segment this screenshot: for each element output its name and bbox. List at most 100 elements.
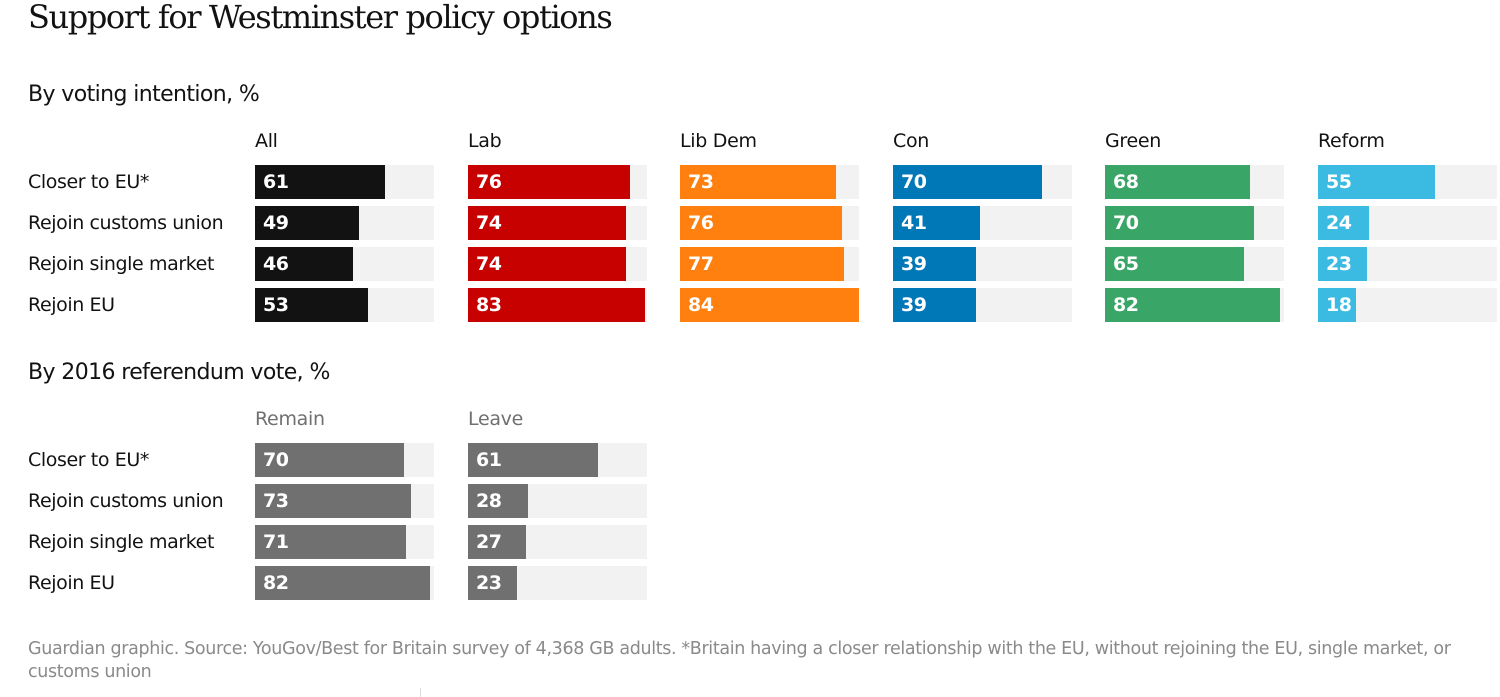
bar-lib-dem-rejoin-eu: 84 <box>680 288 859 322</box>
bar-lab-rejoin-single-market: 74 <box>468 247 626 281</box>
category-label-rejoin-eu: Rejoin EU <box>28 572 115 594</box>
bar-track: 73 <box>255 484 434 518</box>
bar-value-label: 70 <box>1113 212 1139 234</box>
series-header-remain: Remain <box>255 408 325 430</box>
bar-remain-closer-to-eu: 70 <box>255 443 404 477</box>
bar-reform-rejoin-customs-union: 24 <box>1318 206 1369 240</box>
bar-lib-dem-rejoin-single-market: 77 <box>680 247 844 281</box>
bar-value-label: 46 <box>263 253 289 275</box>
bar-value-label: 73 <box>688 171 714 193</box>
bar-value-label: 39 <box>901 294 927 316</box>
bar-value-label: 18 <box>1326 294 1352 316</box>
bar-track: 61 <box>468 443 647 477</box>
bar-track: 46 <box>255 247 434 281</box>
chart-title: Support for Westminster policy options <box>28 0 613 36</box>
bar-track: 74 <box>468 247 647 281</box>
bar-track: 49 <box>255 206 434 240</box>
bar-value-label: 39 <box>901 253 927 275</box>
bar-track: 70 <box>1105 206 1284 240</box>
bar-track: 73 <box>680 165 859 199</box>
bar-track: 55 <box>1318 165 1497 199</box>
bar-value-label: 23 <box>1326 253 1352 275</box>
bar-value-label: 68 <box>1113 171 1139 193</box>
bar-track: 28 <box>468 484 647 518</box>
bar-con-rejoin-customs-union: 41 <box>893 206 980 240</box>
bar-track: 41 <box>893 206 1072 240</box>
divider-line <box>420 688 421 697</box>
bar-track: 53 <box>255 288 434 322</box>
bar-con-rejoin-eu: 39 <box>893 288 976 322</box>
bar-value-label: 27 <box>476 531 502 553</box>
bar-leave-rejoin-eu: 23 <box>468 566 517 600</box>
bar-green-rejoin-single-market: 65 <box>1105 247 1244 281</box>
bar-all-rejoin-customs-union: 49 <box>255 206 359 240</box>
bar-all-rejoin-single-market: 46 <box>255 247 353 281</box>
bar-green-closer-to-eu: 68 <box>1105 165 1250 199</box>
bar-remain-rejoin-eu: 82 <box>255 566 430 600</box>
category-label-rejoin-eu: Rejoin EU <box>28 294 115 316</box>
bar-green-rejoin-eu: 82 <box>1105 288 1280 322</box>
bar-value-label: 74 <box>476 212 502 234</box>
bar-lib-dem-closer-to-eu: 73 <box>680 165 836 199</box>
bar-value-label: 28 <box>476 490 502 512</box>
bar-lab-rejoin-eu: 83 <box>468 288 645 322</box>
bar-track: 68 <box>1105 165 1284 199</box>
bar-value-label: 84 <box>688 294 714 316</box>
bar-reform-rejoin-eu: 18 <box>1318 288 1356 322</box>
bar-value-label: 83 <box>476 294 502 316</box>
category-label-rejoin-single-market: Rejoin single market <box>28 531 215 553</box>
bar-reform-rejoin-single-market: 23 <box>1318 247 1367 281</box>
series-header-lib-dem: Lib Dem <box>680 130 757 152</box>
bar-remain-rejoin-customs-union: 73 <box>255 484 411 518</box>
bar-green-rejoin-customs-union: 70 <box>1105 206 1254 240</box>
bar-value-label: 73 <box>263 490 289 512</box>
bar-track: 23 <box>468 566 647 600</box>
bar-leave-rejoin-single-market: 27 <box>468 525 526 559</box>
bar-track: 76 <box>468 165 647 199</box>
bar-value-label: 70 <box>901 171 927 193</box>
category-label-rejoin-single-market: Rejoin single market <box>28 253 215 275</box>
bar-lab-rejoin-customs-union: 74 <box>468 206 626 240</box>
series-header-reform: Reform <box>1318 130 1385 152</box>
series-header-all: All <box>255 130 278 152</box>
bar-all-rejoin-eu: 53 <box>255 288 368 322</box>
series-header-lab: Lab <box>468 130 502 152</box>
bar-track: 71 <box>255 525 434 559</box>
bar-lib-dem-rejoin-customs-union: 76 <box>680 206 842 240</box>
bar-leave-closer-to-eu: 61 <box>468 443 598 477</box>
bar-value-label: 61 <box>263 171 289 193</box>
bar-value-label: 77 <box>688 253 714 275</box>
bar-track: 77 <box>680 247 859 281</box>
bar-con-rejoin-single-market: 39 <box>893 247 976 281</box>
series-header-green: Green <box>1105 130 1162 152</box>
bar-track: 23 <box>1318 247 1497 281</box>
bar-track: 18 <box>1318 288 1497 322</box>
bar-value-label: 65 <box>1113 253 1139 275</box>
bar-value-label: 76 <box>476 171 502 193</box>
source-footnote: Guardian graphic. Source: YouGov/Best fo… <box>28 639 1451 682</box>
category-label-closer-to-eu: Closer to EU* <box>28 171 149 193</box>
bar-track: 83 <box>468 288 647 322</box>
section-heading-referendum-vote: By 2016 referendum vote, % <box>28 360 330 385</box>
bar-track: 84 <box>680 288 859 322</box>
bar-value-label: 24 <box>1326 212 1352 234</box>
bar-value-label: 74 <box>476 253 502 275</box>
section-heading-voting-intention: By voting intention, % <box>28 82 260 107</box>
bar-track: 82 <box>255 566 434 600</box>
bar-track: 24 <box>1318 206 1497 240</box>
bar-track: 65 <box>1105 247 1284 281</box>
bar-track: 39 <box>893 247 1072 281</box>
bar-value-label: 41 <box>901 212 927 234</box>
bar-value-label: 70 <box>263 449 289 471</box>
bar-lab-closer-to-eu: 76 <box>468 165 630 199</box>
bar-track: 70 <box>893 165 1072 199</box>
bar-leave-rejoin-customs-union: 28 <box>468 484 528 518</box>
bar-value-label: 55 <box>1326 171 1352 193</box>
bar-value-label: 61 <box>476 449 502 471</box>
bar-value-label: 53 <box>263 294 289 316</box>
bar-remain-rejoin-single-market: 71 <box>255 525 406 559</box>
series-header-leave: Leave <box>468 408 524 430</box>
category-label-rejoin-customs-union: Rejoin customs union <box>28 490 224 512</box>
bar-track: 39 <box>893 288 1072 322</box>
bar-track: 74 <box>468 206 647 240</box>
